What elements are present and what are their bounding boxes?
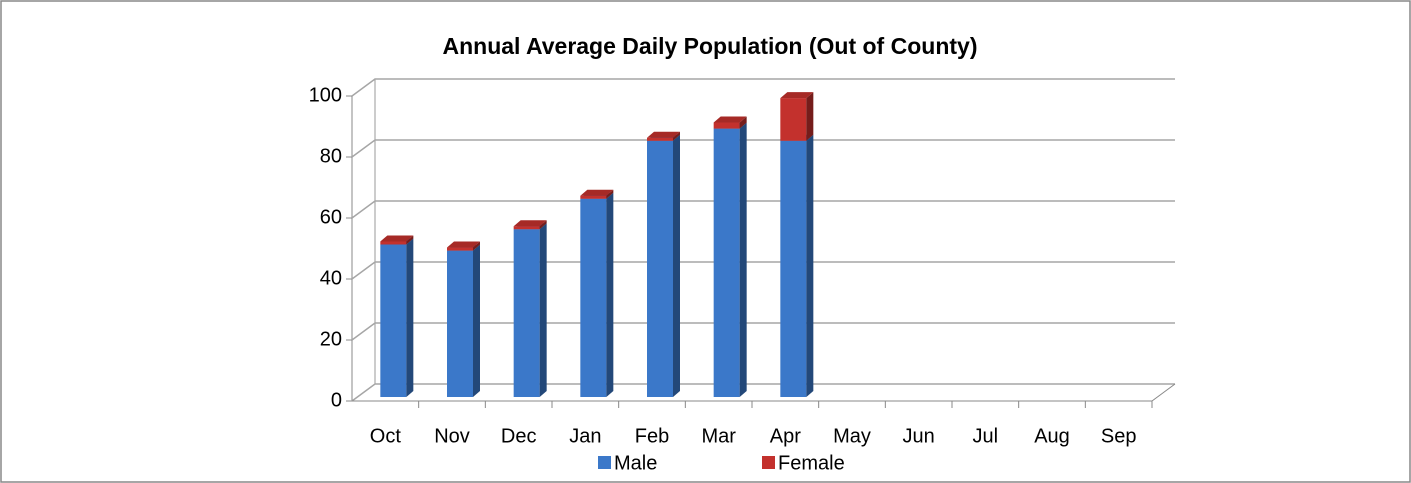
grid-line <box>351 78 1175 97</box>
grid-line <box>351 322 1175 341</box>
bar-segment <box>580 192 614 397</box>
bar-side <box>673 134 680 398</box>
x-tick-label: May <box>833 425 871 447</box>
legend-label: Male <box>614 452 657 474</box>
floor-edge <box>1151 383 1176 402</box>
bar-side <box>539 223 547 397</box>
bar-side <box>806 92 814 141</box>
bar-front <box>713 122 740 129</box>
bar-side <box>739 116 747 129</box>
x-tick-label: Oct <box>370 425 402 447</box>
grid-line <box>351 200 1175 219</box>
bar-front <box>380 241 407 245</box>
bar-top <box>380 235 414 242</box>
y-tick-label: 20 <box>320 328 342 350</box>
x-tick-label: Dec <box>501 425 537 447</box>
y-tick-label: 100 <box>309 84 342 106</box>
bar-top <box>713 116 747 123</box>
x-tick-label: Jul <box>973 425 999 447</box>
bar-front <box>380 244 407 397</box>
bar-segment <box>713 116 747 129</box>
bar-segment <box>780 92 814 141</box>
bar-front <box>447 247 473 251</box>
x-tick-label: Sep <box>1101 425 1137 447</box>
chart-title: Annual Average Daily Population (Out of … <box>443 33 978 59</box>
x-tick-label: Nov <box>434 425 470 447</box>
bar-front <box>647 140 673 398</box>
x-tick-label: Feb <box>635 425 669 447</box>
x-tick-label: Aug <box>1034 425 1070 447</box>
bar-side <box>739 122 747 397</box>
bar-segment <box>447 244 480 397</box>
bar-top <box>580 189 614 196</box>
bar-side <box>406 235 414 245</box>
bar-side <box>473 241 480 251</box>
bar-side <box>406 238 414 397</box>
x-tick-label: Jan <box>569 425 601 447</box>
bar-side <box>806 134 814 398</box>
bar-top <box>513 220 547 227</box>
bar-top <box>647 131 680 138</box>
bar-front <box>780 98 807 141</box>
y-tick-label: 0 <box>331 389 342 411</box>
x-tick-label: Apr <box>770 425 801 447</box>
legend-swatch <box>598 456 611 469</box>
bar-segment <box>647 134 680 398</box>
legend-label: Female <box>778 452 845 474</box>
bar-front <box>513 229 540 397</box>
bar-segment <box>513 223 547 397</box>
bar-front <box>513 226 540 230</box>
grid-line <box>351 261 1175 280</box>
legend-swatch <box>762 456 775 469</box>
bar-front <box>580 198 607 397</box>
y-tick-label: 60 <box>320 206 342 228</box>
bar-side <box>606 189 614 199</box>
bar-front <box>647 137 673 141</box>
bar-segment <box>380 238 414 397</box>
bar-segment <box>447 241 480 251</box>
bar-front <box>713 128 740 397</box>
y-tick-label: 40 <box>320 267 342 289</box>
bar-top <box>780 92 814 99</box>
grid-line <box>351 139 1175 158</box>
bar-top <box>447 241 480 248</box>
bar-segment <box>780 134 814 398</box>
bar-front <box>580 195 607 199</box>
bar-side <box>539 220 547 230</box>
grid-line <box>351 383 1175 402</box>
bar-segment <box>647 131 680 141</box>
bar-segment <box>513 220 547 230</box>
bar-side <box>473 244 480 397</box>
bar-segment <box>713 122 747 397</box>
y-tick-label: 80 <box>320 145 342 167</box>
x-tick-label: Jun <box>903 425 935 447</box>
bar-front <box>447 250 473 397</box>
x-tick-label: Mar <box>701 425 736 447</box>
bar-side <box>673 131 680 141</box>
bar-segment <box>380 235 414 245</box>
bar-side <box>606 192 614 397</box>
bar-segment <box>580 189 614 199</box>
bar-front <box>780 140 807 398</box>
